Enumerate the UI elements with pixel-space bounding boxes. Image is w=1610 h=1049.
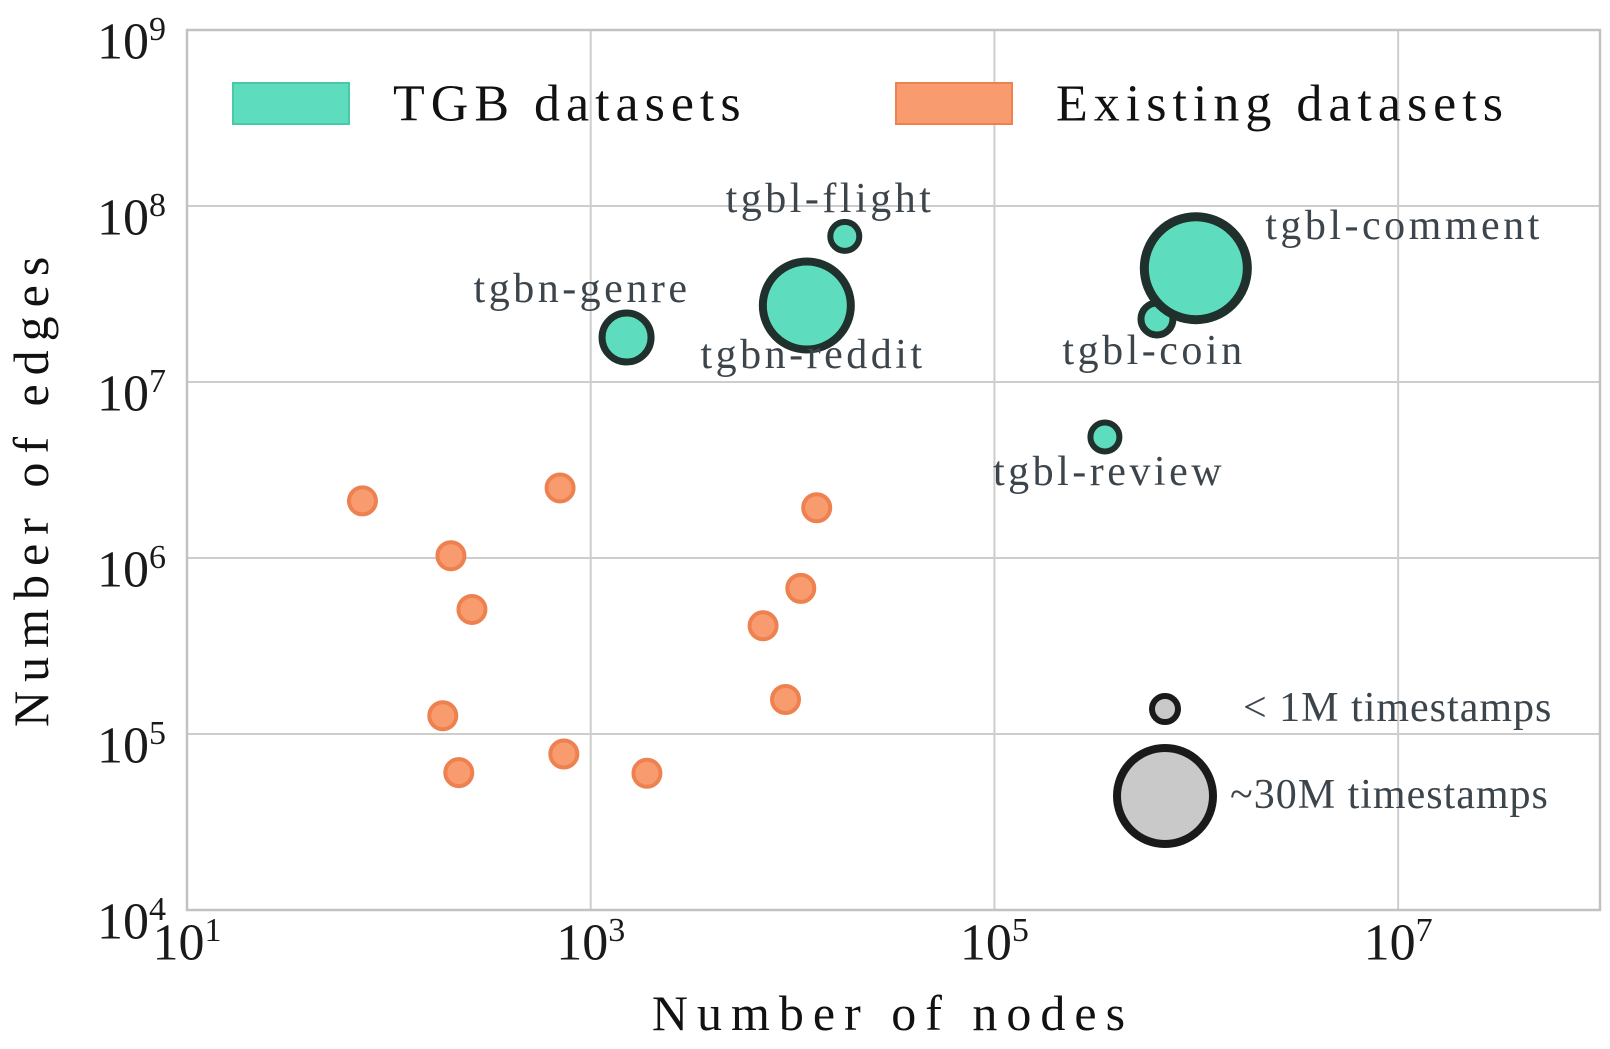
- point-tgbl-review: [1087, 419, 1123, 455]
- point-existing-6: [443, 757, 475, 789]
- label-tgbl-coin: tgbl-coin: [1062, 328, 1246, 374]
- size-legend-circle-1: [1149, 693, 1181, 725]
- point-tgbl-comment: [1139, 212, 1252, 325]
- point-existing-10: [747, 610, 779, 642]
- size-legend-label-2: ~30M timestamps: [1230, 772, 1549, 818]
- label-tgbn-genre: tgbn-genre: [473, 266, 691, 312]
- size-legend-label-1: < 1M timestamps: [1243, 685, 1553, 731]
- y-axis-title: Number of edges: [3, 247, 59, 727]
- point-existing-2: [544, 472, 576, 504]
- x-tick-label-10e5: 105: [959, 912, 1029, 972]
- label-tgbn-reddit: tgbn-reddit: [700, 332, 926, 378]
- label-tgbl-comment: tgbl-comment: [1265, 203, 1543, 249]
- point-existing-3: [435, 540, 467, 572]
- x-tick-label-10e3: 103: [556, 912, 626, 972]
- x-axis-title: Number of nodes: [651, 985, 1135, 1041]
- plot-frame: [185, 28, 1602, 912]
- existing-datasets-legend-label: Existing datasets: [1056, 75, 1509, 133]
- point-existing-5: [427, 700, 459, 732]
- point-tgbn-reddit: [758, 257, 855, 354]
- y-tick-label-10e4: 104: [97, 891, 166, 951]
- tgb-datasets-swatch: [232, 82, 350, 125]
- point-existing-1: [346, 485, 378, 517]
- label-tgbl-flight: tgbl-flight: [725, 176, 935, 222]
- y-tick-label-10e6: 106: [97, 539, 166, 599]
- y-tick-label-10e9: 109: [97, 11, 166, 71]
- y-tick-label-10e5: 105: [97, 715, 166, 775]
- point-existing-8: [801, 492, 833, 524]
- x-tick-label-10e7: 107: [1363, 912, 1433, 972]
- point-existing-7: [548, 738, 580, 770]
- point-tgbl-flight: [827, 218, 863, 254]
- point-existing-12: [631, 757, 663, 789]
- point-existing-9: [785, 572, 817, 604]
- y-tick-label-10e8: 108: [97, 187, 166, 247]
- x-tick-label-10e1: 101: [152, 912, 222, 972]
- point-existing-11: [770, 684, 802, 716]
- size-legend-circle-2: [1113, 744, 1217, 848]
- point-tgbn-genre: [598, 309, 655, 366]
- point-existing-4: [456, 593, 488, 625]
- y-tick-label-10e7: 107: [97, 363, 166, 423]
- label-tgbl-review: tgbl-review: [992, 449, 1226, 495]
- existing-datasets-swatch: [895, 82, 1013, 125]
- tgb-datasets-legend-label: TGB datasets: [393, 75, 747, 133]
